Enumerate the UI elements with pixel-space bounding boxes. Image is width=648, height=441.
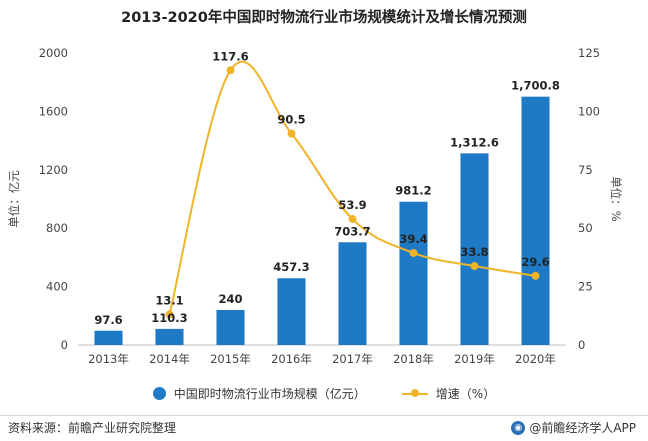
bar bbox=[94, 330, 123, 345]
bar-data-label: 110.3 bbox=[151, 311, 187, 325]
y-left-tick-label: 0 bbox=[61, 338, 68, 352]
bar-data-label: 457.3 bbox=[273, 260, 309, 274]
bar-data-label: 1,700.8 bbox=[511, 79, 560, 93]
y-right-axis-title: 单位：% bbox=[609, 176, 623, 221]
bar bbox=[399, 201, 428, 345]
chart-title: 2013-2020年中国即时物流行业市场规模统计及增长情况预测 bbox=[121, 10, 527, 26]
line-point bbox=[165, 310, 174, 319]
line-series bbox=[165, 60, 540, 319]
y-left-tick-label: 1200 bbox=[39, 163, 68, 177]
chart-legend: 中国即时物流行业市场规模（亿元） 增速（%） bbox=[0, 385, 648, 402]
brand-credit: ◉ @前瞻经济学人APP bbox=[511, 419, 636, 436]
bar-data-label: 1,312.6 bbox=[450, 135, 499, 149]
legend-bar-swatch bbox=[152, 387, 166, 400]
line-data-label: 33.8 bbox=[460, 245, 488, 259]
y-left-axis-title: 单位：亿元 bbox=[7, 170, 21, 228]
bar bbox=[460, 153, 489, 345]
bar-data-label: 97.6 bbox=[94, 313, 122, 327]
y-left-tick-label: 1600 bbox=[39, 104, 68, 118]
y-right-tick-label: 100 bbox=[578, 104, 600, 118]
y-right-tick-label: 50 bbox=[578, 221, 593, 235]
combo-chart: 0 400 800 1200 1600 2000 0 25 50 75 100 125 单位：亿元 单位：… bbox=[7, 46, 623, 366]
line-point bbox=[470, 262, 479, 271]
bar-data-label: 981.2 bbox=[395, 184, 431, 198]
line-data-label: 117.6 bbox=[212, 49, 248, 63]
bar bbox=[277, 278, 306, 345]
bar-data-label: 240 bbox=[218, 292, 242, 306]
bar-series bbox=[94, 96, 550, 345]
x-tick-label: 2016年 bbox=[271, 352, 312, 366]
x-tick-label: 2020年 bbox=[515, 352, 556, 366]
bar bbox=[155, 328, 184, 345]
bar bbox=[338, 242, 367, 345]
line-point bbox=[531, 271, 540, 280]
legend-bar-label: 中国即时物流行业市场规模（亿元） bbox=[173, 387, 366, 401]
x-tick-label: 2017年 bbox=[332, 352, 373, 366]
legend-line-label: 增速（%） bbox=[435, 387, 496, 401]
x-tick-label: 2013年 bbox=[88, 352, 129, 366]
y-right-tick-label: 25 bbox=[578, 280, 593, 294]
line-data-label: 90.5 bbox=[277, 113, 305, 127]
source-note: 资料来源：前瞻产业研究院整理 bbox=[8, 421, 177, 435]
brand-text: @前瞻经济学人APP bbox=[529, 421, 636, 435]
line-point bbox=[409, 248, 418, 257]
legend-item-bar: 中国即时物流行业市场规模（亿元） bbox=[152, 385, 366, 402]
y-right-tick-label: 0 bbox=[578, 338, 585, 352]
legend-item-line: 增速（%） bbox=[401, 385, 496, 402]
x-tick-label: 2018年 bbox=[393, 352, 434, 366]
chart-axes: 0 400 800 1200 1600 2000 0 25 50 75 100 125 单位：亿元 单位：… bbox=[7, 46, 623, 366]
data-labels: 97.6 110.3 240 457.3 703.7 981.2 1,312.6 1,700.… bbox=[94, 49, 560, 326]
line-point bbox=[348, 215, 357, 224]
legend-line-swatch bbox=[401, 388, 428, 397]
line-point bbox=[226, 66, 235, 75]
y-left-tick-label: 400 bbox=[46, 280, 68, 294]
x-tick-label: 2014年 bbox=[149, 352, 190, 366]
y-left-tick-label: 2000 bbox=[39, 46, 68, 60]
x-tick-label: 2019年 bbox=[454, 352, 495, 366]
line-data-label: 13.1 bbox=[155, 293, 183, 307]
line-point bbox=[287, 129, 296, 138]
footer: 资料来源：前瞻产业研究院整理 ◉ @前瞻经济学人APP bbox=[0, 415, 648, 438]
x-tick-label: 2015年 bbox=[210, 352, 251, 366]
growth-line bbox=[168, 60, 536, 315]
y-right-tick-label: 125 bbox=[578, 46, 600, 60]
bar bbox=[216, 309, 245, 345]
line-data-label: 29.6 bbox=[521, 255, 549, 269]
y-left-tick-label: 800 bbox=[46, 221, 68, 235]
line-data-label: 53.9 bbox=[338, 198, 366, 212]
brand-logo-icon: ◉ bbox=[511, 420, 526, 435]
bar bbox=[521, 96, 550, 345]
y-right-tick-label: 75 bbox=[578, 163, 593, 177]
line-data-label: 39.4 bbox=[399, 232, 427, 246]
bar-data-label: 703.7 bbox=[334, 224, 370, 238]
